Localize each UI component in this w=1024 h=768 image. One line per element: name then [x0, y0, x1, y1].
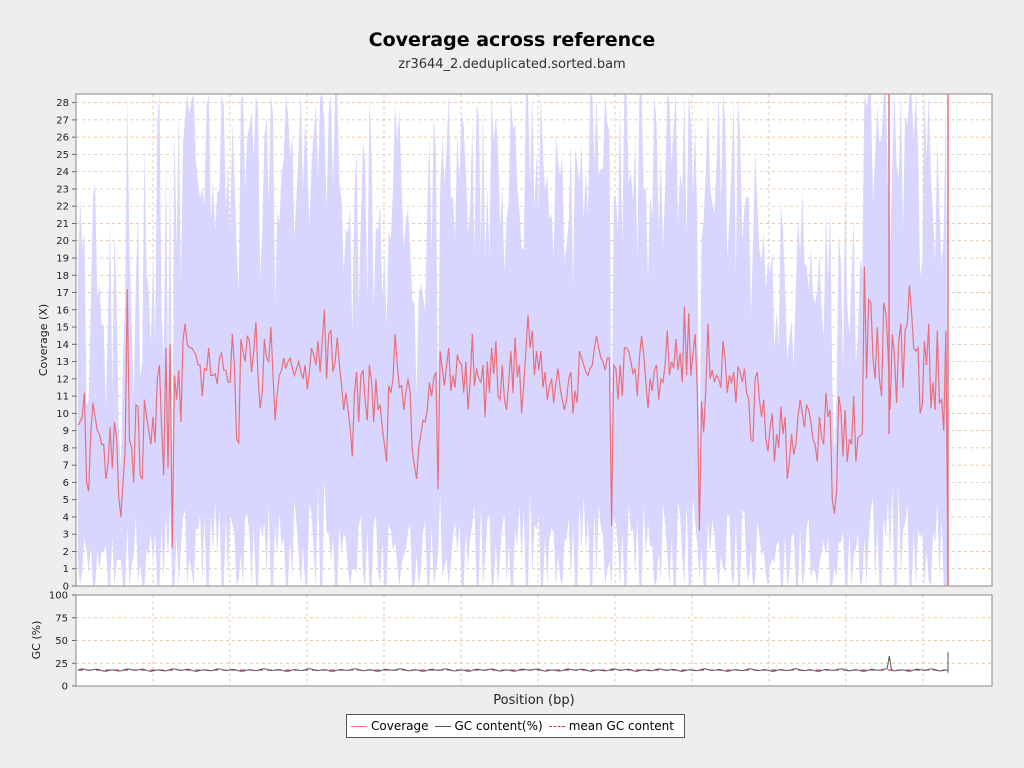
coverage-y-tick-label: 4 — [63, 512, 69, 523]
legend-swatch-mean-gc — [548, 725, 565, 727]
legend-item-coverage: Coverage — [351, 719, 429, 733]
gc-plot-frame — [75, 594, 993, 687]
legend-label-mean-gc: mean GC content — [568, 719, 674, 733]
coverage-y-tick-label: 13 — [56, 357, 69, 368]
coverage-y-tick-label: 14 — [56, 340, 69, 351]
gc-y-axis-label: GC (%) — [30, 621, 43, 660]
coverage-series-line — [77, 266, 949, 581]
coverage-y-tick-label: 5 — [63, 495, 69, 506]
coverage-y-tick-label: 17 — [56, 288, 69, 299]
legend-swatch-coverage — [351, 725, 367, 727]
legend-swatch-gc — [434, 725, 451, 727]
coverage-y-tick-label: 8 — [63, 443, 69, 454]
coverage-y-tick-label: 6 — [63, 478, 69, 489]
gc-y-tick-label: 50 — [55, 636, 68, 647]
coverage-y-tick-label: 23 — [56, 184, 69, 195]
coverage-y-tick-label: 22 — [56, 202, 69, 213]
coverage-y-tick-label: 27 — [56, 115, 69, 126]
gc-y-tick-label: 25 — [55, 659, 68, 670]
gc-y-tick-label: 100 — [49, 591, 68, 602]
coverage-y-tick-label: 25 — [56, 150, 69, 161]
coverage-y-tick-label: 18 — [56, 271, 69, 282]
gc-y-tick-label: 0 — [62, 682, 68, 693]
coverage-y-tick-label: 10 — [56, 409, 69, 420]
coverage-y-tick-label: 24 — [56, 167, 69, 178]
coverage-y-tick-label: 19 — [56, 254, 69, 265]
coverage-y-tick-label: 7 — [63, 461, 69, 472]
coverage-deviation-band — [78, 94, 948, 586]
coverage-y-ticks: 0123456789101112131415161718192021222324… — [56, 98, 76, 593]
legend-label-gc: GC content(%) — [454, 719, 543, 733]
coverage-y-tick-label: 11 — [56, 392, 69, 403]
coverage-y-tick-label: 21 — [56, 219, 69, 230]
coverage-y-tick-label: 20 — [56, 236, 69, 247]
legend: Coverage GC content(%) mean GC content — [346, 714, 685, 738]
legend-item-mean-gc: mean GC content — [548, 719, 674, 733]
coverage-y-tick-label: 15 — [56, 323, 69, 334]
x-axis-label: Position (bp) — [493, 693, 574, 708]
coverage-y-tick-label: 16 — [56, 305, 69, 316]
coverage-panel: 0123456789101112131415161718192021222324… — [37, 93, 993, 593]
coverage-plot-frame — [75, 93, 993, 587]
legend-label-coverage: Coverage — [371, 719, 429, 733]
coverage-y-tick-label: 28 — [56, 98, 69, 109]
coverage-y-tick-label: 9 — [63, 426, 69, 437]
coverage-y-tick-label: 12 — [56, 374, 69, 385]
coverage-y-axis-label: Coverage (X) — [37, 304, 50, 376]
coverage-y-tick-label: 1 — [63, 564, 69, 575]
gc-content-line — [77, 652, 949, 673]
gc-y-tick-label: 75 — [55, 613, 68, 624]
gc-y-ticks: 0 25 50 75 100 — [49, 591, 76, 693]
legend-item-gc: GC content(%) — [434, 719, 543, 733]
coverage-y-tick-label: 3 — [63, 530, 69, 541]
coverage-y-tick-label: 26 — [56, 133, 69, 144]
coverage-y-tick-label: 0 — [63, 582, 69, 593]
gc-panel: 0 25 50 75 100 GC (%) Position (bp) — [30, 591, 993, 708]
chart-title: Coverage across reference — [368, 29, 656, 51]
chart-subtitle: zr3644_2.deduplicated.sorted.bam — [398, 57, 626, 72]
coverage-y-tick-label: 2 — [63, 547, 69, 558]
